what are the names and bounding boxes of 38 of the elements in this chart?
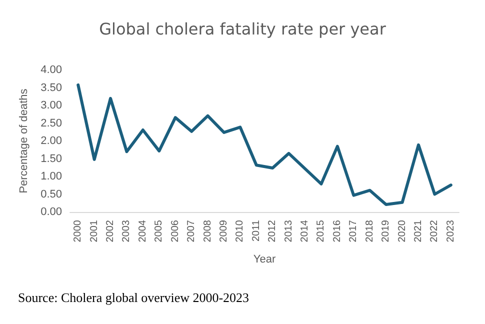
x-tick-label: 2009: [218, 220, 230, 242]
chart-title: Global cholera fatality rate per year: [99, 20, 386, 38]
x-tick-label: 2013: [283, 220, 294, 242]
x-tick-label: 2020: [396, 220, 408, 242]
x-tick-label: 2011: [250, 220, 262, 242]
y-tick-label: 0.50: [40, 188, 62, 200]
y-tick-label: 2.50: [40, 117, 62, 130]
x-tick-label: 2010: [234, 220, 246, 242]
source-note: Source: Cholera global overview 2000-2023: [18, 290, 250, 305]
x-tick-label: 2023: [445, 220, 456, 242]
y-tick-label: 1.00: [40, 170, 62, 182]
x-axis-title: Year: [253, 254, 276, 266]
y-tick-label: 4.00: [40, 64, 62, 76]
y-tick-label: 0.00: [40, 206, 62, 218]
y-tick-label: 3.50: [40, 82, 62, 94]
x-tick-label: 2022: [429, 220, 440, 242]
x-tick-label: 2001: [88, 220, 100, 242]
y-tick-label: 2.00: [40, 135, 62, 147]
x-tick-label: 2003: [121, 220, 132, 242]
x-tick-label: 2012: [267, 220, 278, 242]
x-tick-label: 2019: [380, 220, 392, 242]
y-tick-label: 3.00: [40, 100, 62, 112]
x-tick-label: 2018: [364, 220, 376, 242]
x-tick-label: 2016: [332, 220, 343, 242]
x-tick-label: 2005: [154, 220, 165, 242]
line-series: [76, 83, 452, 206]
x-tick-label: 2000: [72, 220, 84, 242]
x-tick-label: 2014: [300, 220, 311, 242]
x-tick-label: 2006: [170, 220, 181, 242]
x-tick-label: 2017: [348, 220, 360, 242]
x-tick-label: 2004: [137, 220, 148, 242]
y-tick-label: 1.50: [40, 152, 62, 165]
x-tick-label: 2015: [316, 220, 327, 242]
x-tick-label: 2002: [105, 220, 116, 242]
x-tick-label: 2007: [186, 220, 198, 242]
y-axis-title: Percentage of deaths: [18, 88, 30, 194]
x-tick-label: 2008: [202, 220, 214, 242]
x-tick-label: 2021: [412, 220, 424, 242]
